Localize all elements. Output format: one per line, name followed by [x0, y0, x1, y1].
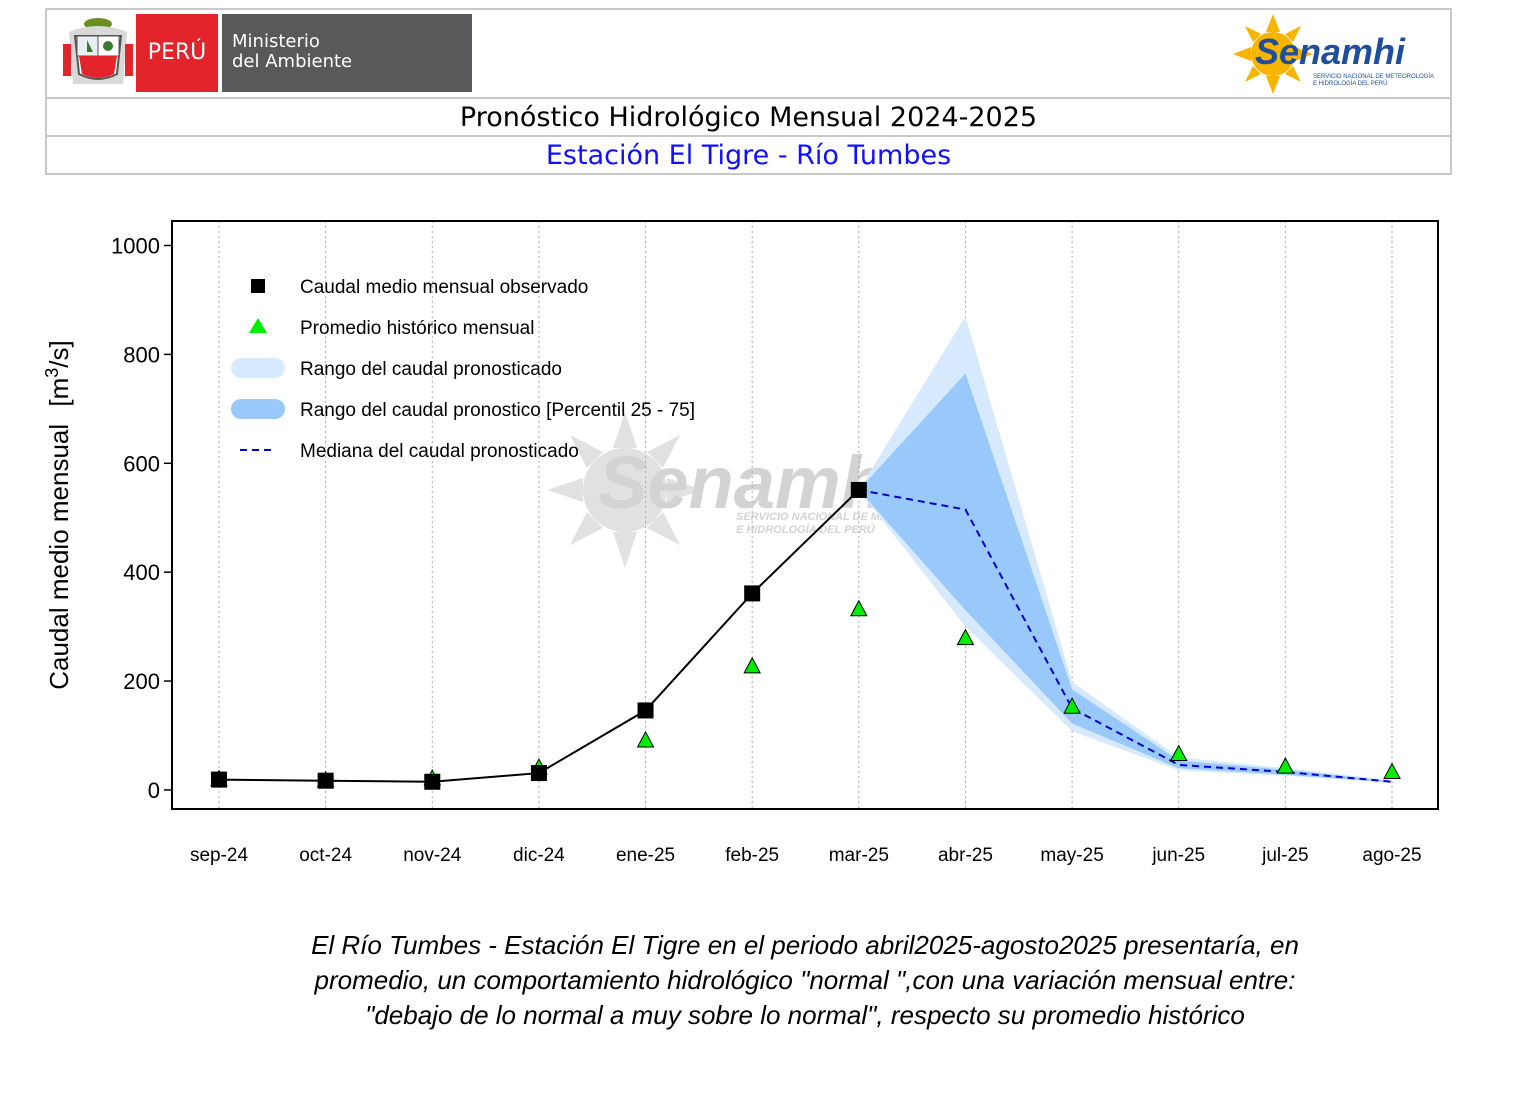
y-axis-unit-end: /s]	[44, 340, 74, 367]
report-header: PERÚ Ministerio del Ambiente Senamhi	[45, 8, 1452, 175]
y-tick-label-1000: 1000	[111, 234, 160, 259]
observed-flow-point-mar-25	[850, 481, 867, 498]
logo-row: PERÚ Ministerio del Ambiente Senamhi	[47, 10, 1450, 99]
plot-frame	[171, 220, 1439, 810]
x-tick-label-dic-24: dic-24	[513, 845, 565, 866]
report-title: Pronóstico Hidrológico Mensual 2024-2025	[47, 99, 1450, 137]
summary-line-3: "debajo de lo normal a muy sobre lo norm…	[365, 1000, 1245, 1030]
x-tick-label-sep-24: sep-24	[190, 845, 249, 866]
x-tick-label-ene-25: ene-25	[616, 845, 675, 866]
observed-flow-point-ene-25	[637, 702, 654, 719]
ministry-logo: Ministerio del Ambiente	[222, 14, 472, 92]
peru-logo-label: PERÚ	[136, 14, 218, 92]
legend-label-3: Rango del caudal pronostico [Percentil 2…	[300, 400, 695, 421]
historical-average-point-jun-25	[1169, 744, 1188, 762]
historical-average-point-mar-25	[849, 599, 868, 617]
x-tick-label-ago-25: ago-25	[1362, 845, 1421, 866]
chart-legend: Caudal medio mensual observado Promedio h…	[231, 277, 695, 462]
forecast-median-line	[858, 488, 1393, 783]
historical-average-point-jul-25	[1276, 757, 1295, 774]
y-axis-unit-sup: 3	[42, 368, 62, 378]
legend-label-2: Rango del caudal pronosticado	[300, 359, 562, 380]
x-tick-label-jul-25: jul-25	[1261, 845, 1308, 866]
y-tick-label-800: 800	[123, 342, 160, 367]
y-axis-label-text: Caudal medio mensual	[44, 424, 74, 690]
y-tick-label-400: 400	[123, 560, 160, 585]
ministry-line-2: del Ambiente	[232, 51, 353, 72]
observed-flow-point-oct-24	[317, 772, 334, 789]
peru-coat-of-arms-icon	[63, 18, 133, 84]
historical-average-point-may-25	[1063, 697, 1081, 714]
y-axis-unit: [m	[44, 378, 74, 407]
report-subtitle: Estación El Tigre - Río Tumbes	[545, 140, 952, 171]
x-tick-label-feb-25: feb-25	[725, 845, 779, 866]
y-axis-label: Caudal medio mensual [m3/s]	[42, 340, 74, 690]
senamhi-logo-sub-1: SERVICIO NACIONAL DE METEOROLOGÍA	[1313, 73, 1434, 80]
y-tick-label-600: 600	[123, 451, 160, 476]
watermark-sub-2: E HIDROLOGÍA DEL PERÚ	[736, 523, 876, 536]
forecast-p25-p75-band	[858, 373, 1392, 783]
senamhi-logo-name: Senamhi	[1255, 31, 1406, 72]
y-tick-label-0: 0	[148, 778, 160, 803]
x-tick-label-mar-25: mar-25	[829, 845, 889, 866]
y-axis: 0 200 400 600 800 1000	[111, 234, 172, 803]
x-axis: sep-24 oct-24 nov-24 dic-24 ene-25 feb-25 mar-…	[190, 845, 1422, 866]
x-tick-label-abr-25: abr-25	[938, 845, 993, 866]
forecast-range-band	[858, 316, 1392, 783]
chart-points	[210, 481, 1401, 790]
x-tick-label-nov-24: nov-24	[403, 845, 462, 866]
observed-flow-point-feb-25	[744, 585, 761, 602]
y-tick-label-200: 200	[123, 669, 160, 694]
x-tick-label-oct-24: oct-24	[299, 845, 352, 866]
forecast-bands	[858, 316, 1392, 783]
legend-label-4: Mediana del caudal pronosticado	[300, 441, 579, 462]
hydrological-forecast-chart: Senamhi SERVICIO NACIONAL DE METEOROLOGÍ…	[42, 220, 1439, 866]
historical-average-point-abr-25	[956, 628, 975, 646]
summary-line-1: El Río Tumbes - Estación El Tigre en el …	[311, 930, 1299, 960]
observed-flow-point-nov-24	[424, 773, 441, 790]
observed-flow-point-sep-24	[211, 771, 227, 788]
legend-label-0: Caudal medio mensual observado	[300, 277, 588, 298]
legend-triangle-icon	[249, 318, 267, 333]
historical-average-point-feb-25	[743, 656, 762, 674]
legend-band-icon-2	[231, 358, 285, 378]
observed-flow-point-dic-24	[530, 765, 547, 782]
senamhi-logo-sub-2: E HIDROLOGÍA DEL PERÚ	[1313, 80, 1387, 87]
legend-label-1: Promedio histórico mensual	[300, 318, 534, 339]
x-tick-label-jun-25: jun-25	[1151, 845, 1205, 866]
senamhi-logo: Senamhi SERVICIO NACIONAL DE METEOROLOGÍ…	[1233, 14, 1434, 94]
historical-average-point-ago-25	[1383, 762, 1401, 780]
historical-average-point-ene-25	[636, 730, 655, 748]
sun-icon	[1233, 14, 1313, 94]
ministry-line-1: Ministerio	[232, 31, 320, 52]
x-tick-label-may-25: may-25	[1040, 845, 1103, 866]
legend-band-icon-3	[231, 399, 285, 419]
forecast-summary: El Río Tumbes - Estación El Tigre en el …	[200, 928, 1410, 1033]
legend-square-icon	[251, 279, 265, 293]
summary-line-2: promedio, un comportamiento hidrológico …	[314, 965, 1296, 995]
